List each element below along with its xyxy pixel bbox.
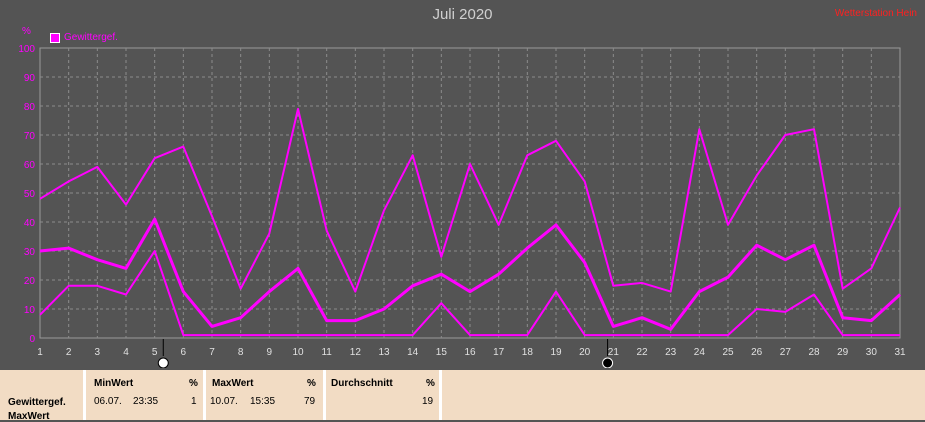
x-tick-label: 29: [837, 347, 849, 358]
legend: Gewittergef.: [50, 32, 118, 43]
x-tick-label: 6: [181, 347, 187, 358]
full-moon-icon: [157, 357, 169, 368]
y-tick-label: 40: [24, 218, 36, 229]
x-tick-label: 13: [378, 347, 390, 358]
stats-row-label-2: MaxWert: [8, 411, 50, 422]
stats-label-cell: Gewittergef. MaxWert: [0, 370, 86, 422]
x-tick-label: 25: [722, 347, 734, 358]
y-tick-label: 30: [24, 247, 36, 258]
average-header: Durchschnitt: [331, 378, 393, 389]
x-tick-label: 17: [493, 347, 505, 358]
y-tick-label: 90: [24, 73, 36, 84]
x-tick-label: 3: [95, 347, 101, 358]
x-tick-label: 30: [866, 347, 878, 358]
y-tick-label: 70: [24, 131, 36, 142]
y-tick-label: 100: [18, 44, 35, 55]
x-tick-label: 15: [436, 347, 448, 358]
y-tick-label: 20: [24, 276, 36, 287]
x-tick-label: 23: [665, 347, 677, 358]
x-tick-label: 1: [37, 347, 43, 358]
x-tick-label: 28: [808, 347, 820, 358]
x-tick-label: 31: [894, 347, 906, 358]
y-tick-label: 0: [29, 334, 35, 345]
x-tick-label: 8: [238, 347, 244, 358]
x-tick-label: 18: [522, 347, 534, 358]
x-tick-label: 11: [321, 347, 332, 358]
chart-title: Juli 2020: [432, 6, 493, 23]
average-unit: %: [426, 378, 435, 389]
minwert-cell: MinWert % 06.07. 23:35 1: [86, 370, 206, 420]
brand-label: Wetterstation Hein: [834, 8, 917, 19]
y-tick-label: 10: [24, 305, 36, 316]
minwert-time: 23:35: [133, 396, 159, 407]
x-tick-label: 19: [550, 347, 562, 358]
x-tick-label: 20: [579, 347, 591, 358]
x-tick-label: 21: [608, 347, 620, 358]
maxwert-time: 15:35: [250, 396, 276, 407]
minwert-header: MinWert: [94, 378, 134, 389]
stats-panel: Gewittergef. MaxWert MinWert % 06.07. 23…: [0, 370, 925, 422]
x-tick-label: 10: [292, 347, 304, 358]
x-tick-label: 4: [123, 347, 129, 358]
maxwert-header: MaxWert: [212, 378, 254, 389]
x-tick-label: 24: [694, 347, 706, 358]
y-axis-unit: %: [22, 26, 31, 37]
maxwert-unit: %: [307, 378, 316, 389]
series-line-max: [39, 107, 901, 293]
x-tick-label: 27: [780, 347, 792, 358]
average-value: 19: [422, 396, 434, 407]
maxwert-cell: MaxWert % 10.07. 15:35 79: [206, 370, 326, 420]
x-tick-label: 16: [464, 347, 476, 358]
maxwert-date: 10.07.: [210, 396, 238, 407]
x-tick-label: 12: [350, 347, 362, 358]
series-line-average: [39, 217, 902, 331]
new-moon-icon: [602, 357, 614, 368]
y-tick-label: 50: [24, 189, 36, 200]
stats-row-label: Gewittergef.: [8, 397, 66, 408]
x-tick-label: 5: [152, 347, 158, 358]
x-tick-label: 14: [407, 347, 419, 358]
x-tick-label: 9: [267, 347, 273, 358]
x-tick-label: 7: [209, 347, 215, 358]
legend-swatch: [50, 32, 60, 43]
legend-label: Gewittergef.: [64, 32, 118, 43]
minwert-unit: %: [189, 378, 198, 389]
series-line-min: [39, 250, 900, 337]
x-tick-label: 26: [751, 347, 763, 358]
maxwert-value: 79: [304, 396, 316, 407]
minwert-value: 1: [191, 396, 197, 407]
x-tick-label: 22: [636, 347, 648, 358]
minwert-date: 06.07.: [94, 396, 122, 407]
average-cell: Durchschnitt % 19: [326, 370, 442, 420]
x-tick-label: 2: [66, 347, 72, 358]
y-tick-label: 60: [24, 160, 36, 171]
y-tick-label: 80: [24, 102, 36, 113]
